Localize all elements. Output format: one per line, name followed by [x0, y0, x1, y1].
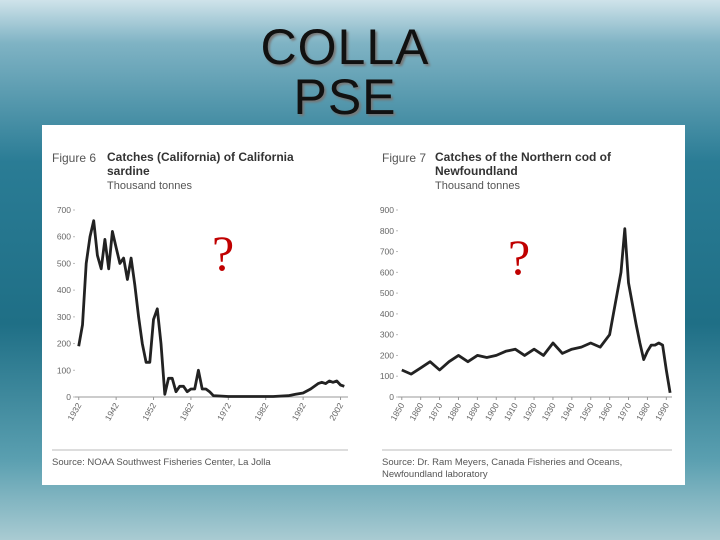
y-tick-label: 800	[380, 226, 394, 236]
data-line	[77, 219, 345, 398]
slide-title: COLLA PSE	[260, 19, 430, 125]
y-tick-label: 500	[57, 258, 71, 268]
y-tick-label: 700	[380, 247, 394, 257]
figure-label: Figure 7	[382, 151, 427, 165]
chart-source: Source: Dr. Ram Meyers, Canada Fisheries…	[382, 457, 623, 480]
x-tick-label: 1920	[521, 401, 539, 423]
y-tick-label: 900	[380, 205, 394, 215]
y-tick-label: 200	[380, 350, 394, 360]
question-mark: ?	[212, 225, 235, 281]
x-tick-label: 1910	[502, 401, 520, 423]
x-tick-label: 1950	[577, 401, 595, 423]
x-tick-label: 1962	[178, 401, 196, 423]
x-tick-label: 1980	[634, 401, 652, 423]
question-mark: ?	[508, 229, 531, 285]
data-line	[401, 227, 672, 394]
x-tick-label: 1890	[464, 401, 482, 423]
chart-title: Catches of the Northern cod of Newfoundl…	[435, 150, 612, 178]
x-tick-label: 1972	[215, 401, 233, 423]
x-tick-label: 1970	[615, 401, 633, 423]
x-tick-label: 2002	[327, 401, 345, 423]
figure-label: Figure 6	[52, 151, 97, 165]
chart-source: Source: NOAA Southwest Fisheries Center,…	[52, 457, 271, 468]
x-tick-label: 1930	[540, 401, 558, 423]
y-tick-label: 0	[389, 392, 394, 402]
y-tick-label: 0	[66, 392, 71, 402]
y-tick-label: 400	[57, 285, 71, 295]
x-tick-label: 1942	[103, 401, 121, 423]
y-tick-label: 100	[57, 365, 71, 375]
y-tick-label: 600	[380, 267, 394, 277]
y-tick-label: 500	[380, 288, 394, 298]
y-tick-label: 300	[57, 312, 71, 322]
x-tick-label: 1990	[653, 401, 671, 423]
y-tick-label: 700	[57, 205, 71, 215]
y-tick-label: 100	[380, 371, 394, 381]
x-tick-label: 1880	[445, 401, 463, 423]
chart-title: Catches (California) of California sardi…	[107, 150, 294, 178]
chart-subtitle: Thousand tonnes	[107, 180, 193, 192]
y-tick-label: 400	[380, 309, 394, 319]
x-tick-label: 1940	[558, 401, 576, 423]
x-tick-label: 1932	[65, 401, 83, 423]
x-tick-label: 1900	[483, 401, 501, 423]
y-tick-label: 300	[380, 330, 394, 340]
x-tick-label: 1982	[252, 401, 270, 423]
x-tick-label: 1960	[596, 401, 614, 423]
y-tick-label: 600	[57, 232, 71, 242]
x-tick-label: 1860	[407, 401, 425, 423]
x-tick-label: 1952	[140, 401, 158, 423]
chart-subtitle: Thousand tonnes	[435, 180, 521, 192]
x-tick-label: 1850	[388, 401, 406, 423]
y-tick-label: 200	[57, 339, 71, 349]
figure-panel	[42, 125, 685, 485]
x-tick-label: 1870	[426, 401, 444, 423]
x-tick-label: 1992	[290, 401, 308, 423]
